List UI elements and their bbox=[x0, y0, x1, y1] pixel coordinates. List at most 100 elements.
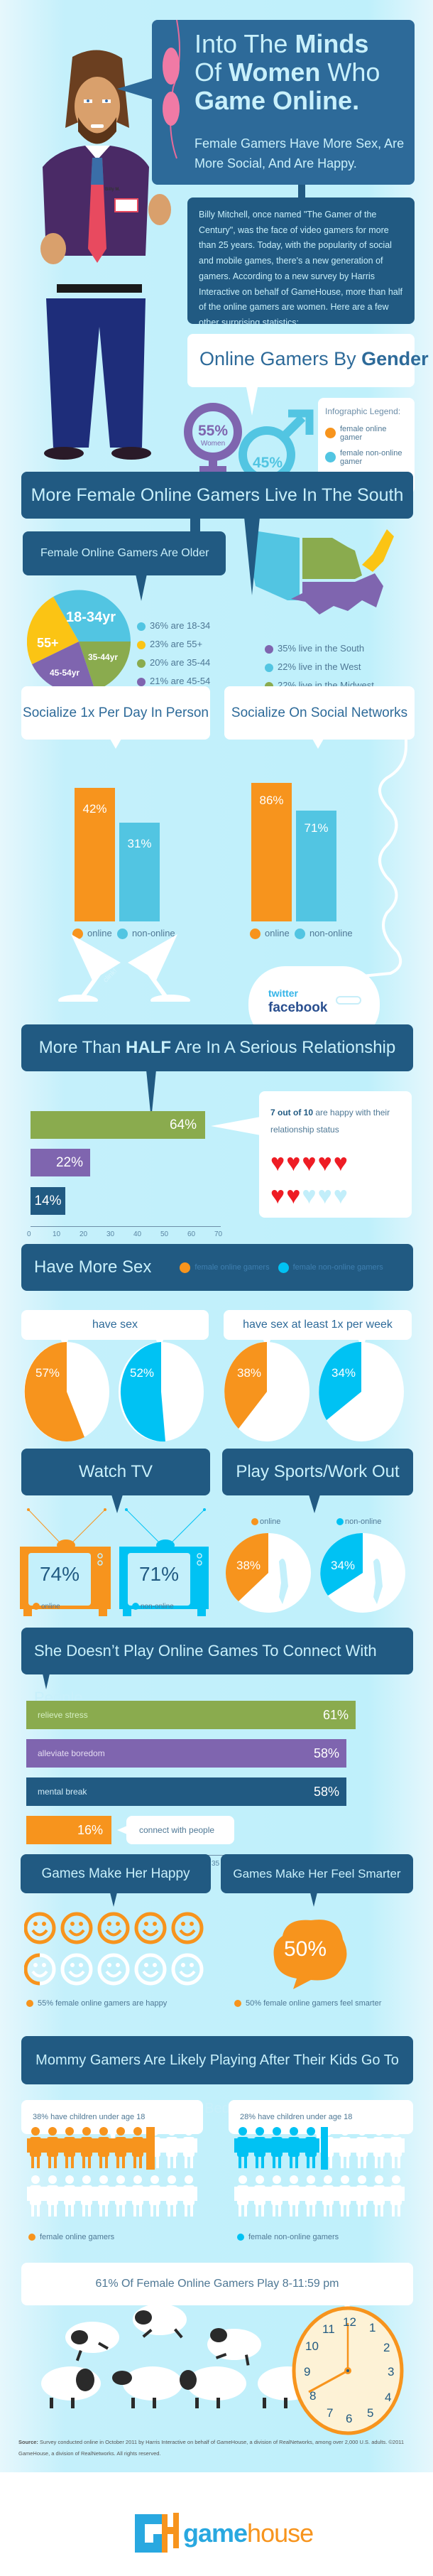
logo-game: game bbox=[183, 2518, 248, 2548]
tv-non-online-value: 71% bbox=[138, 1563, 180, 1585]
tick: 70 bbox=[214, 1230, 223, 1238]
south-tail bbox=[243, 510, 261, 595]
clock-number: 8 bbox=[309, 2389, 317, 2403]
bar-networks-non-online: 71% bbox=[296, 811, 336, 921]
in-person-tail bbox=[110, 739, 121, 749]
in-person-legend: online non-online bbox=[72, 928, 175, 940]
tv-online-legend: online bbox=[33, 1603, 60, 1611]
bar-label: alleviate boredom bbox=[38, 1748, 105, 1758]
tick: 10 bbox=[53, 1230, 61, 1238]
pie-value: 52% bbox=[130, 1366, 155, 1380]
clock-number: 6 bbox=[346, 2412, 353, 2425]
region-legend-item: 35% live in the South bbox=[265, 639, 380, 658]
age-legend-label: 20% are 35-44 bbox=[150, 657, 211, 668]
legend-label: non-online bbox=[131, 928, 175, 938]
sports-online-legend: online bbox=[251, 1517, 280, 1526]
runner-icon bbox=[279, 1559, 288, 1604]
mommy-right-legend: female non-online gamers bbox=[237, 2233, 339, 2241]
region-legend-item: 22% live in the West bbox=[265, 658, 380, 676]
happy-caption: 55% female online gamers are happy bbox=[26, 1999, 167, 2008]
have-sex-title: have sex bbox=[21, 1310, 209, 1340]
gamehouse-logo-icon bbox=[135, 2513, 179, 2553]
smarter-value: 50% bbox=[284, 1937, 327, 1961]
bar-value: 86% bbox=[259, 794, 284, 807]
bar-value: 64% bbox=[169, 1117, 197, 1132]
sheep-illustration bbox=[41, 2304, 305, 2408]
clock-number: 9 bbox=[304, 2365, 311, 2379]
clock-number: 5 bbox=[367, 2406, 374, 2420]
tv-non-online-legend: non-online bbox=[132, 1603, 174, 1611]
age-legend-item: 21% are 45-54 bbox=[137, 672, 210, 691]
region-legend-label: 35% live in the South bbox=[278, 643, 365, 654]
billy-mitchell-character bbox=[40, 50, 171, 293]
women-stat: 55% Women bbox=[192, 423, 234, 448]
billy-pants bbox=[44, 298, 151, 460]
connect-label: connect with people bbox=[126, 1816, 234, 1844]
clock-icon bbox=[292, 2306, 404, 2435]
legend-label: non-online bbox=[345, 1517, 382, 1526]
in-person-title: Socialize 1x Per Day In Person bbox=[21, 686, 210, 740]
mommy-title: Mommy Gamers Are Likely Playing After Th… bbox=[21, 2036, 413, 2116]
legend-item: female online gamer bbox=[325, 425, 407, 442]
connect-title: She Doesn’t Play Online Games To Connect… bbox=[21, 1628, 413, 1706]
happy-tail bbox=[110, 1893, 117, 1907]
happy-bold: 7 out of 10 bbox=[270, 1108, 314, 1117]
women-pct: 55% bbox=[197, 423, 229, 439]
bar-value: 61% bbox=[322, 1707, 349, 1722]
connect-x-axis bbox=[26, 1855, 406, 1856]
gender-title-light: Online Gamers By bbox=[199, 348, 362, 369]
hearts: ♥♥♥♥♥ ♥♥♥♥♥ bbox=[270, 1147, 400, 1212]
age-pie-chart bbox=[27, 590, 131, 693]
tick: 20 bbox=[80, 1230, 88, 1238]
legend-label: female non-online gamers bbox=[292, 1263, 383, 1272]
happy-text: are happy with their relationship status bbox=[270, 1108, 390, 1135]
women-label: Women bbox=[200, 440, 226, 448]
intro-text: Billy Mitchell, once named "The Gamer of… bbox=[187, 197, 415, 328]
mommy-left-legend: female online gamers bbox=[28, 2233, 114, 2241]
relationship-ticks: 0 10 20 30 40 50 60 70 bbox=[27, 1230, 233, 1240]
clock-numbers: 12 1 2 3 4 5 6 7 8 9 10 11 bbox=[291, 2305, 405, 2437]
clock-number: 3 bbox=[388, 2365, 395, 2379]
clock-number: 11 bbox=[322, 2322, 335, 2336]
bar-value: 71% bbox=[304, 821, 329, 835]
title-box: Into The Minds Of Women Who Game Online.… bbox=[152, 19, 415, 185]
relationship-title: More Than HALF Are In A Serious Relation… bbox=[21, 1024, 413, 1071]
cocktail-glasses-icon bbox=[58, 934, 190, 1002]
pie-label-55: 55+ bbox=[37, 636, 59, 650]
sex-title-bar: Have More Sex female online gamers femal… bbox=[21, 1244, 413, 1291]
pie-label-18-34: 18-34yr bbox=[66, 610, 116, 625]
connect-tail bbox=[117, 1826, 127, 1834]
legend-title: Infographic Legend: bbox=[325, 406, 401, 416]
legend-label: female non-online gamers bbox=[248, 2233, 339, 2241]
title-light: Of bbox=[194, 58, 229, 87]
bar-value: 58% bbox=[313, 1746, 339, 1760]
bar-divorced: 14% bbox=[31, 1187, 65, 1215]
title-bold: HALF bbox=[126, 1038, 172, 1057]
older-tail bbox=[136, 574, 147, 601]
mouse-cable bbox=[355, 739, 407, 978]
sports-pie-charts bbox=[226, 1533, 405, 1613]
pie-value: 34% bbox=[331, 1366, 356, 1380]
legend-label: non-online bbox=[309, 928, 353, 938]
relationship-tail bbox=[146, 1070, 156, 1120]
speech-tail bbox=[117, 78, 153, 99]
bar-value: 14% bbox=[34, 1194, 62, 1208]
age-legend-label: 36% are 18-34 bbox=[150, 620, 211, 631]
gamehouse-logo-text[interactable]: gamehouse bbox=[183, 2518, 314, 2548]
us-map bbox=[250, 529, 394, 615]
gender-symbols bbox=[184, 403, 314, 483]
happy-relationship-box: 7 out of 10 are happy with their relatio… bbox=[259, 1091, 412, 1218]
bar-relieve-stress: relieve stress 61% bbox=[26, 1701, 356, 1729]
happy-title: Games Make Her Happy bbox=[21, 1854, 211, 1893]
smarter-caption: 50% female online gamers feel smarter bbox=[234, 1999, 381, 2008]
source-text: Survey conducted online in October 2011 … bbox=[18, 2439, 405, 2457]
bar-networks-online: 86% bbox=[251, 783, 292, 921]
facebook-logo: facebook bbox=[268, 1000, 328, 1015]
title-bold: Women bbox=[229, 58, 321, 87]
legend-label: online bbox=[265, 928, 290, 938]
networks-tail bbox=[312, 739, 324, 749]
title-light: Are In A Serious Relationship bbox=[171, 1038, 396, 1057]
tv-online-value: 74% bbox=[39, 1563, 80, 1585]
bar-value: 58% bbox=[313, 1784, 339, 1799]
title-light: More Than bbox=[38, 1038, 126, 1057]
